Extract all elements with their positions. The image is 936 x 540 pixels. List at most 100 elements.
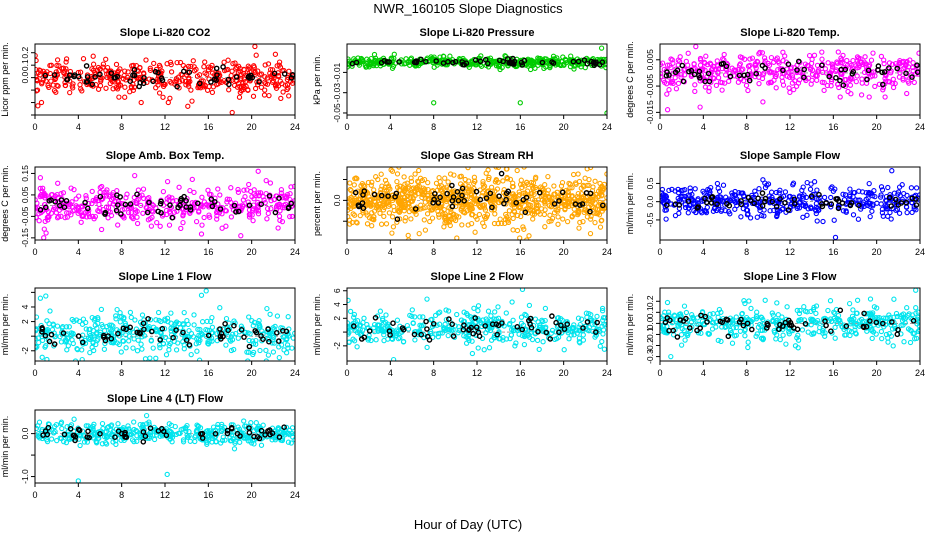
data-point — [828, 185, 834, 191]
data-point — [95, 208, 101, 214]
data-point — [817, 324, 823, 331]
data-point — [373, 205, 380, 211]
data-point — [872, 83, 878, 90]
data-point — [193, 66, 199, 73]
black-point — [445, 59, 451, 65]
data-point — [510, 317, 516, 323]
data-point — [427, 328, 434, 335]
data-point — [904, 305, 910, 311]
data-point — [777, 336, 783, 343]
data-point — [678, 74, 684, 80]
data-point — [897, 314, 903, 320]
data-point — [822, 66, 829, 72]
data-point — [356, 323, 363, 329]
black-point — [220, 333, 226, 340]
black-point — [157, 337, 163, 343]
black-point — [828, 201, 835, 207]
data-point — [163, 211, 170, 218]
data-point — [164, 178, 171, 185]
black-point — [575, 58, 582, 65]
y-tick-label: 4 — [332, 302, 342, 307]
black-point — [89, 81, 96, 88]
data-point — [198, 292, 205, 298]
data-point — [808, 205, 814, 212]
panel-title: Slope Gas Stream RH — [420, 150, 533, 162]
black-point — [819, 203, 826, 210]
data-point — [35, 314, 40, 320]
data-point — [104, 323, 110, 330]
data-point — [64, 210, 70, 216]
data-point — [407, 191, 413, 197]
data-point — [773, 189, 779, 196]
black-point — [252, 328, 258, 334]
data-point — [660, 328, 664, 334]
data-point — [809, 316, 816, 323]
data-point — [270, 349, 277, 355]
data-point — [267, 311, 273, 317]
data-point — [764, 182, 770, 188]
black-point — [159, 325, 166, 332]
black-point — [246, 343, 253, 350]
data-point — [139, 312, 146, 318]
data-point — [39, 337, 46, 344]
x-tick-label: 12 — [472, 368, 482, 378]
data-point — [521, 226, 527, 232]
data-point — [814, 77, 820, 83]
data-point — [912, 336, 918, 342]
panel-title: Slope Li-820 Temp. — [740, 27, 839, 39]
data-point — [94, 67, 100, 73]
data-point — [510, 227, 516, 233]
outlier-point — [832, 234, 839, 240]
data-point — [821, 87, 827, 94]
data-point — [512, 343, 518, 349]
data-point — [55, 194, 61, 201]
data-point — [870, 193, 876, 199]
data-point — [510, 327, 517, 334]
black-point — [245, 74, 252, 81]
data-point — [195, 84, 201, 91]
data-point — [129, 214, 136, 220]
data-point — [437, 309, 443, 315]
data-point — [236, 203, 243, 209]
data-point — [148, 223, 155, 229]
scatter-series — [347, 288, 607, 361]
scatter-series — [35, 44, 295, 115]
data-point — [590, 328, 596, 335]
data-point — [95, 86, 102, 92]
data-point — [351, 182, 357, 188]
black-point — [714, 201, 720, 207]
data-point — [196, 332, 202, 338]
data-point — [134, 348, 141, 354]
data-point — [350, 211, 356, 217]
data-point — [83, 193, 89, 199]
outlier-point — [668, 353, 674, 360]
data-point — [583, 325, 589, 332]
data-point — [567, 63, 574, 70]
data-point — [206, 214, 213, 220]
black-point — [352, 189, 359, 196]
black-point — [522, 209, 529, 216]
data-point — [240, 197, 247, 203]
black-point — [412, 206, 419, 212]
data-point — [715, 337, 721, 344]
data-point — [471, 178, 478, 184]
outlier-point — [142, 356, 149, 361]
black-point — [183, 337, 190, 344]
data-point — [821, 79, 827, 86]
data-point — [532, 176, 539, 182]
data-point — [406, 208, 412, 215]
data-point — [50, 321, 56, 327]
data-point — [401, 197, 408, 204]
black-point — [157, 200, 164, 207]
data-point — [769, 310, 775, 316]
data-point — [847, 186, 853, 192]
data-point — [723, 66, 729, 72]
data-point — [846, 300, 853, 307]
x-tick-label: 20 — [559, 247, 569, 257]
data-point — [236, 94, 243, 100]
black-point — [477, 196, 484, 203]
y-tick-label: 0.0 — [645, 317, 655, 329]
outlier-point — [252, 44, 258, 50]
data-point — [779, 78, 786, 84]
black-point — [777, 196, 783, 202]
